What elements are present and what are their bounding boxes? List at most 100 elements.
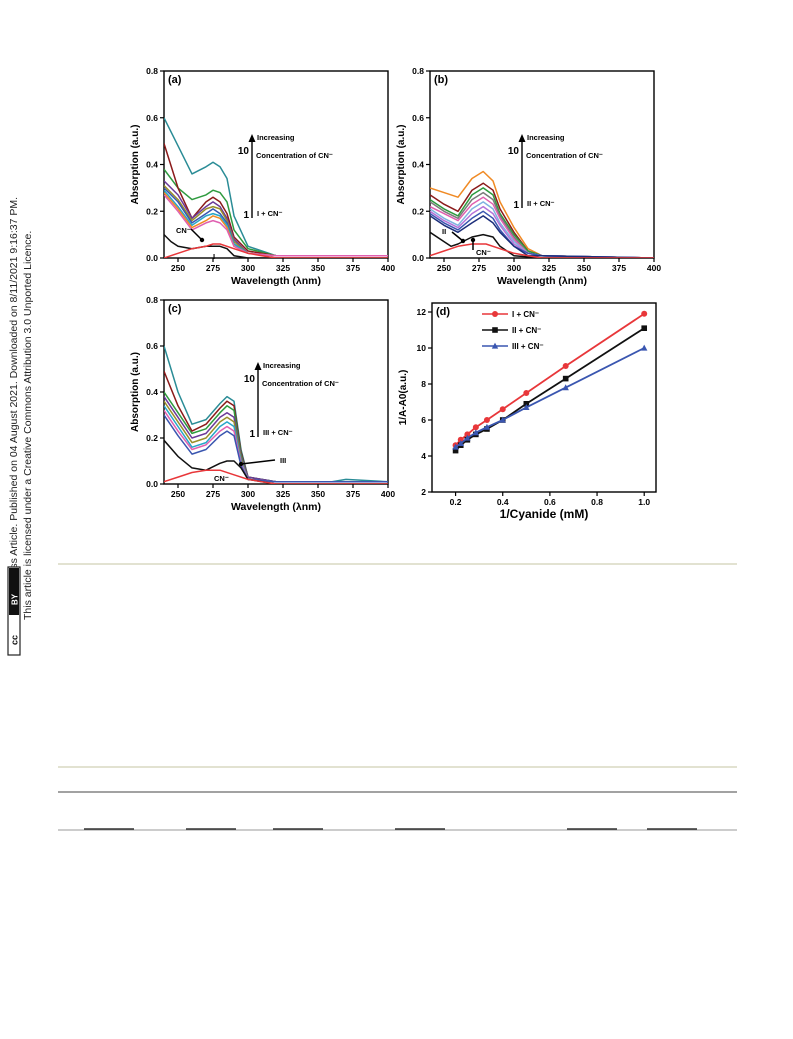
x-tick-label: 350 xyxy=(577,263,591,273)
y-tick-label: 0.2 xyxy=(412,206,424,216)
data-point xyxy=(457,440,464,446)
x-axis-label: Wavelength (λnm) xyxy=(231,275,321,287)
data-point xyxy=(483,423,491,430)
license-line-1: Open Access Article. Published on 04 Aug… xyxy=(8,197,20,620)
x-tick-label: 325 xyxy=(542,263,556,273)
x-tick-label: 300 xyxy=(507,263,521,273)
data-point xyxy=(464,434,471,441)
x-tick-label: 275 xyxy=(472,263,486,273)
arrow-top-label: 10 xyxy=(238,146,250,157)
data-point xyxy=(452,443,459,450)
legend-label: I + CN⁻ xyxy=(512,310,539,319)
y-tick-label: 0.8 xyxy=(412,66,424,76)
data-point xyxy=(499,416,506,423)
panel-label: (d) xyxy=(436,306,450,318)
x-tick-label: 375 xyxy=(612,263,626,273)
data-point xyxy=(641,310,648,317)
series-line-9 xyxy=(164,234,388,258)
data-point xyxy=(523,404,530,410)
y-axis-label: Absorption (a.u.) xyxy=(130,352,141,432)
legend-marker xyxy=(491,342,499,349)
x-tick-label: 0.6 xyxy=(544,497,556,507)
series-line-7 xyxy=(164,414,388,483)
series-annotation: I + CN⁻ xyxy=(257,209,282,218)
x-tick-label: 375 xyxy=(346,263,360,273)
series-annotation: III + CN⁻ xyxy=(263,428,293,437)
increasing-label: Increasing xyxy=(263,361,301,370)
chart-panel-b: 0.0 0.2 0.4 0.6 0.8 250 275 300 325 350 375 400 Wave… xyxy=(396,66,661,287)
x-tick-label: 375 xyxy=(346,489,360,499)
x-tick-label: 275 xyxy=(206,489,220,499)
data-point xyxy=(641,344,648,351)
increasing-label: Increasing xyxy=(527,133,565,142)
series-line-0 xyxy=(164,117,388,257)
concentration-label: Concentration of CN⁻ xyxy=(526,151,603,160)
panel-label: (c) xyxy=(168,303,182,315)
y-tick-label: 0.6 xyxy=(146,341,158,351)
x-tick-label: 250 xyxy=(437,263,451,273)
series-line-7 xyxy=(164,192,388,257)
y-tick-label: 0.2 xyxy=(146,206,158,216)
legend-marker xyxy=(492,327,498,333)
arrow-bottom-label: 1 xyxy=(513,200,519,211)
compound-label: III xyxy=(280,456,286,465)
cn-pointer xyxy=(190,228,203,241)
y-tick-label: 10 xyxy=(417,343,427,353)
x-axis-label: Wavelength (λnm) xyxy=(497,275,587,287)
cc-by-badge[interactable]: cc BY xyxy=(7,566,21,656)
plot-frame xyxy=(429,70,655,259)
legend-label: III + CN⁻ xyxy=(512,342,544,351)
series-line-10 xyxy=(164,243,388,258)
data-point xyxy=(562,363,569,369)
series-line-3 xyxy=(164,396,388,483)
license-sidebar: Open Access Article. Published on 04 Aug… xyxy=(7,197,34,656)
x-tick-label: 250 xyxy=(171,489,185,499)
data-point xyxy=(641,325,648,331)
data-point xyxy=(472,424,479,431)
concentration-label: Concentration of CN⁻ xyxy=(256,151,333,160)
series-line-9 xyxy=(430,231,654,258)
y-tick-label: 0.6 xyxy=(146,113,158,123)
cn-pointer-head xyxy=(199,237,205,243)
x-tick-label: 0.2 xyxy=(450,497,462,507)
x-tick-label: 400 xyxy=(381,489,395,499)
panel-label: (b) xyxy=(434,74,448,86)
cc-badge-text: cc xyxy=(10,635,20,645)
by-badge-text: BY xyxy=(11,593,20,605)
plot-frame xyxy=(163,70,389,259)
x-tick-label: 1.0 xyxy=(638,497,650,507)
x-tick-label: 300 xyxy=(241,263,255,273)
data-point xyxy=(523,401,530,407)
series-line-2 xyxy=(164,143,388,257)
y-tick-label: 0.4 xyxy=(412,160,424,170)
increase-arrow-head xyxy=(248,134,256,142)
y-tick-label: 2 xyxy=(421,487,426,497)
compound-pointer-head xyxy=(238,461,244,467)
license-line-2: This article is licensed under a Creativ… xyxy=(22,231,34,620)
y-tick-label: 4 xyxy=(421,451,426,461)
compound-label: II xyxy=(442,227,446,236)
series-line-8 xyxy=(164,194,388,257)
x-tick-label: 350 xyxy=(311,263,325,273)
x-tick-label: 400 xyxy=(647,263,661,273)
data-point xyxy=(562,384,569,391)
y-tick-label: 0.2 xyxy=(146,433,158,443)
compound-pointer xyxy=(451,231,464,242)
data-point xyxy=(562,375,569,382)
series-line-2 xyxy=(430,187,654,258)
y-tick-label: 0.0 xyxy=(146,253,158,263)
x-axis-label: Wavelength (λnm) xyxy=(231,501,321,513)
y-tick-label: 0.8 xyxy=(146,295,158,305)
series-line-8 xyxy=(430,215,654,258)
x-tick-label: 0.4 xyxy=(497,497,509,507)
data-point xyxy=(464,431,471,438)
series-line-2 xyxy=(455,347,645,448)
arrow-top-label: 10 xyxy=(244,374,256,385)
x-axis-label: 1/Cyanide (mM) xyxy=(500,507,589,521)
data-point xyxy=(523,390,530,396)
series-annotation: II + CN⁻ xyxy=(527,199,555,208)
data-point xyxy=(452,447,459,454)
y-tick-label: 0.0 xyxy=(412,253,424,263)
series-line-9 xyxy=(164,469,388,484)
x-tick-label: 300 xyxy=(241,489,255,499)
